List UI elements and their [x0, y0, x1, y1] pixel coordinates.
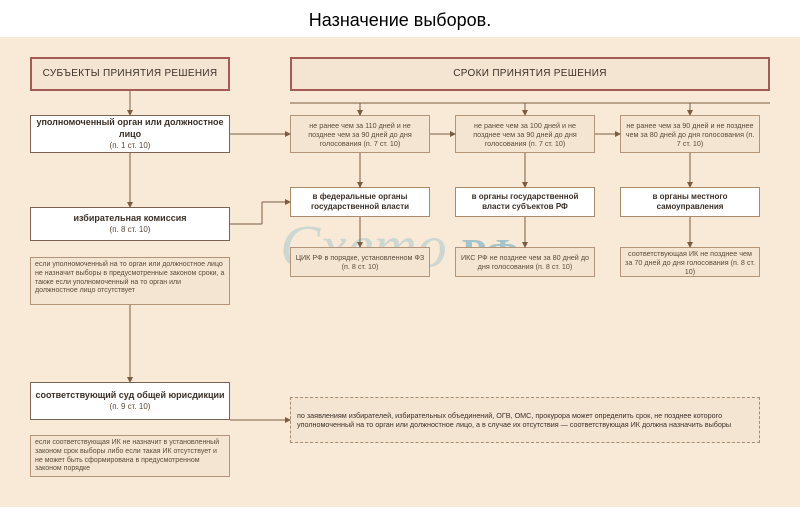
- iks-rf-80: ИКС РФ не позднее чем за 80 дней до дня …: [455, 247, 595, 277]
- header-subjects: СУБЪЕКТЫ ПРИНЯТИЯ РЕШЕНИЯ: [30, 57, 230, 91]
- diagram-canvas: Cxemo РФ http://cxemo.рф СУБЪЕКТЫ ПРИНЯТ…: [0, 37, 800, 507]
- box-authorized-body: уполномоченный орган или должностное лиц…: [30, 115, 230, 153]
- court-dashed-note: по заявлениям избирателей, избирательных…: [290, 397, 760, 443]
- term-90-80: не ранее чем за 90 дней и не позднее чем…: [620, 115, 760, 153]
- page-title: Назначение выборов.: [0, 0, 800, 37]
- term-110-90: не ранее чем за 110 дней и не позднее че…: [290, 115, 430, 153]
- note-if-commission-absent: если соответствующая ИК не назначит в ус…: [30, 435, 230, 477]
- dest-local: в органы местного самоуправления: [620, 187, 760, 217]
- ik-70: соответствующая ИК не позднее чем за 70 …: [620, 247, 760, 277]
- dest-subjects: в органы государственной власти субъекто…: [455, 187, 595, 217]
- cik-rf: ЦИК РФ в порядке, установленном ФЗ (п. 8…: [290, 247, 430, 277]
- term-100-90: не ранее чем за 100 дней и не позднее че…: [455, 115, 595, 153]
- header-terms: СРОКИ ПРИНЯТИЯ РЕШЕНИЯ: [290, 57, 770, 91]
- note-if-body-absent: если уполномоченный на то орган или долж…: [30, 257, 230, 305]
- box-court: соответствующий суд общей юрисдикции (п.…: [30, 382, 230, 420]
- box-commission: избирательная комиссия (п. 8 ст. 10): [30, 207, 230, 241]
- dest-federal: в федеральные органы государственной вла…: [290, 187, 430, 217]
